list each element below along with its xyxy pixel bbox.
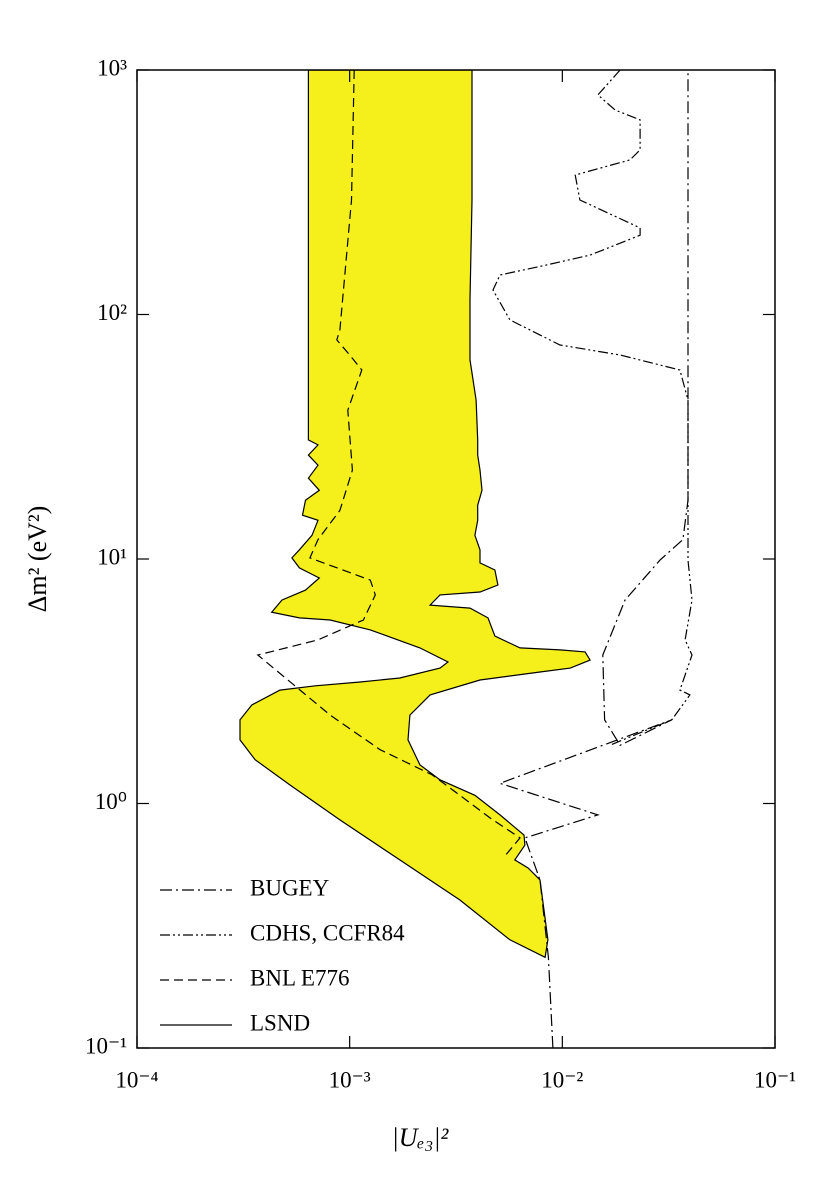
- legend-label: LSND: [250, 1010, 310, 1035]
- y-tick-label: 10⁰: [95, 789, 127, 814]
- region: [239, 70, 591, 959]
- y-tick-label: 10³: [97, 55, 127, 80]
- x-tick-label: 10⁻¹: [754, 1067, 796, 1092]
- legend-label: BNL E776: [250, 965, 349, 990]
- x-tick-label: 10⁻³: [329, 1067, 371, 1092]
- line: [492, 70, 693, 746]
- line: [498, 70, 689, 1048]
- y-axis-label: Δm² (eV²): [23, 506, 52, 613]
- x-tick-label: 10⁻²: [541, 1067, 583, 1092]
- x-axis-label: |Uₑ₃|²: [392, 1123, 450, 1152]
- y-tick-label: 10¹: [97, 544, 127, 569]
- y-tick-label: 10²: [97, 300, 127, 325]
- legend-label: BUGEY: [250, 875, 330, 900]
- y-tick-label: 10⁻¹: [85, 1033, 127, 1058]
- line: [256, 70, 521, 857]
- plot-area: [239, 70, 693, 1048]
- x-tick-label: 10⁻⁴: [115, 1067, 158, 1092]
- legend-label: CDHS, CCFR84: [250, 920, 405, 945]
